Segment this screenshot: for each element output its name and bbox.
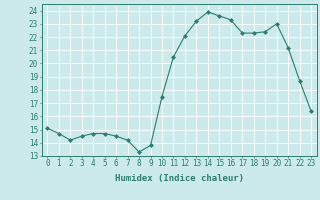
X-axis label: Humidex (Indice chaleur): Humidex (Indice chaleur)	[115, 174, 244, 183]
